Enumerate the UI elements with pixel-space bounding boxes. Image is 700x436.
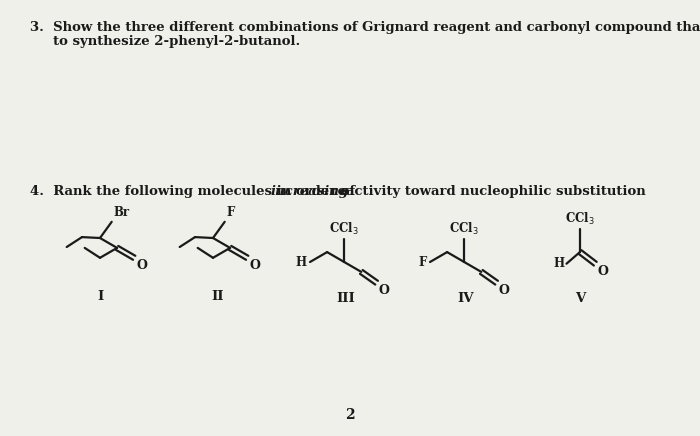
- Text: II: II: [211, 290, 224, 303]
- Text: V: V: [575, 292, 585, 305]
- Text: I: I: [97, 290, 103, 303]
- Text: O: O: [597, 265, 608, 278]
- Text: CCl$_3$: CCl$_3$: [449, 221, 479, 237]
- Text: reactivity toward nucleophilic substitution: reactivity toward nucleophilic substitut…: [326, 185, 646, 198]
- Text: to synthesize 2-phenyl-2-butanol.: to synthesize 2-phenyl-2-butanol.: [30, 35, 300, 48]
- Text: IV: IV: [458, 292, 475, 305]
- Text: O: O: [249, 259, 260, 272]
- Text: Br: Br: [113, 206, 130, 219]
- Text: 4.  Rank the following molecules in order of: 4. Rank the following molecules in order…: [30, 185, 360, 198]
- Text: III: III: [337, 292, 356, 305]
- Text: CCl$_3$: CCl$_3$: [329, 221, 359, 237]
- Text: O: O: [379, 284, 389, 297]
- Text: H: H: [296, 255, 307, 269]
- Text: H: H: [554, 257, 564, 270]
- Text: increasing: increasing: [271, 185, 349, 198]
- Text: 3.  Show the three different combinations of Grignard reagent and carbonyl compo: 3. Show the three different combinations…: [30, 21, 700, 34]
- Text: F: F: [419, 255, 427, 269]
- Text: CCl$_3$: CCl$_3$: [565, 211, 595, 227]
- Text: O: O: [136, 259, 147, 272]
- Text: O: O: [498, 284, 510, 297]
- Text: 2: 2: [345, 408, 355, 422]
- Text: F: F: [227, 206, 235, 219]
